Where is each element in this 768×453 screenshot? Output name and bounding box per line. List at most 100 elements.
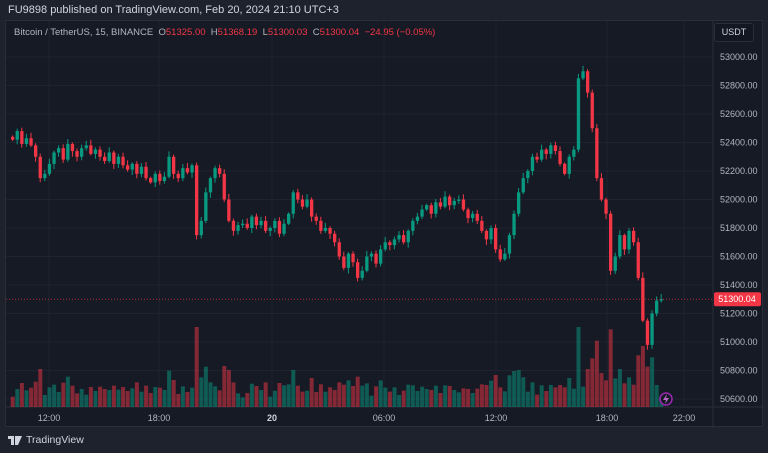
x-tick-label: 20 bbox=[267, 413, 277, 423]
candle-body bbox=[24, 138, 29, 144]
volume-bar bbox=[369, 395, 374, 407]
candle-body bbox=[498, 249, 502, 260]
volume-bar bbox=[613, 378, 618, 407]
volume-bar bbox=[447, 386, 452, 407]
candle-body bbox=[448, 196, 452, 206]
volume-bar bbox=[429, 390, 434, 407]
volume-bar bbox=[562, 387, 567, 407]
volume-bar bbox=[328, 387, 333, 407]
volume-bar bbox=[512, 371, 517, 407]
y-tick-label: 51000.00 bbox=[720, 337, 758, 347]
volume-bar bbox=[576, 327, 581, 407]
volume-bar bbox=[323, 391, 328, 407]
volume-bar bbox=[139, 391, 144, 407]
publish-info: FU9898 published on TradingView.com, Feb… bbox=[8, 4, 339, 16]
candle-body bbox=[572, 149, 576, 157]
volume-bar bbox=[493, 375, 498, 407]
candle-body bbox=[282, 223, 286, 234]
symbol-legend: Bitcoin / TetherUS, 15, BINANCE O51325.0… bbox=[14, 27, 435, 38]
volume-bar bbox=[553, 387, 558, 407]
volume-bar bbox=[378, 380, 383, 407]
volume-bar bbox=[475, 388, 480, 407]
volume-bar bbox=[337, 382, 342, 407]
volume-bar bbox=[272, 390, 277, 407]
candle-body bbox=[93, 149, 98, 154]
volume-bar bbox=[148, 393, 153, 407]
candle-body bbox=[38, 156, 42, 179]
volume-bar bbox=[401, 390, 406, 407]
candle-body bbox=[411, 220, 415, 231]
candle-body bbox=[434, 202, 438, 214]
volume-bar bbox=[116, 389, 121, 407]
candle-body bbox=[452, 200, 456, 206]
y-tick-label: 52400.00 bbox=[720, 138, 758, 148]
candle-body bbox=[218, 168, 222, 174]
volume-bar bbox=[203, 366, 208, 407]
currency-button[interactable]: USDT bbox=[714, 23, 754, 42]
volume-bar bbox=[456, 392, 461, 407]
volume-bar bbox=[111, 385, 116, 407]
candle-body bbox=[300, 199, 305, 207]
lightning-icon bbox=[663, 394, 669, 404]
candle-body bbox=[34, 145, 38, 157]
volume-bar bbox=[153, 387, 158, 407]
candle-body bbox=[11, 136, 15, 140]
candle-body bbox=[420, 209, 424, 217]
candle-body bbox=[337, 242, 341, 257]
candle-body bbox=[287, 213, 291, 224]
candle-body bbox=[98, 149, 102, 157]
volume-bar bbox=[167, 370, 172, 407]
y-tick-label: 50600.00 bbox=[720, 394, 758, 404]
candle-body bbox=[480, 220, 484, 231]
volume-bar bbox=[631, 384, 636, 407]
footer: TradingView bbox=[8, 434, 84, 446]
volume-bar bbox=[594, 340, 599, 407]
high-value: 51368.19 bbox=[217, 27, 258, 38]
candle-body bbox=[245, 223, 249, 228]
volume-bar bbox=[410, 385, 415, 407]
volume-bar bbox=[461, 388, 466, 407]
footer-brand: TradingView bbox=[26, 434, 84, 446]
volume-bar bbox=[98, 386, 103, 407]
candle-body bbox=[650, 313, 654, 345]
volume-bar bbox=[70, 385, 75, 407]
candle-body bbox=[356, 262, 360, 278]
candle-body bbox=[402, 235, 406, 243]
candle-body bbox=[388, 242, 392, 246]
candle-body bbox=[20, 131, 24, 144]
volume-bar bbox=[15, 389, 20, 407]
y-tick-label: 52200.00 bbox=[720, 166, 758, 176]
volume-bar bbox=[640, 346, 645, 407]
volume-bar bbox=[438, 393, 443, 407]
volume-bar bbox=[249, 383, 254, 407]
y-tick-label: 50800.00 bbox=[720, 366, 758, 376]
candle-body bbox=[296, 192, 300, 200]
volume-bar bbox=[567, 378, 572, 407]
candle-body bbox=[47, 163, 52, 174]
volume-bar bbox=[277, 383, 282, 407]
volume-bar bbox=[65, 376, 70, 407]
volume-bar bbox=[295, 385, 300, 407]
volume-bar bbox=[231, 382, 236, 407]
volume-bar bbox=[470, 393, 475, 407]
volume-bar bbox=[351, 386, 356, 407]
candle-body bbox=[655, 300, 659, 314]
candle-body bbox=[176, 173, 180, 179]
volume-bar bbox=[56, 392, 61, 407]
candle-body bbox=[139, 166, 144, 174]
volume-bar bbox=[259, 390, 264, 407]
volume-bar bbox=[530, 382, 535, 407]
candle-body bbox=[195, 165, 199, 236]
volume-bar bbox=[544, 391, 549, 407]
price-chart[interactable]: 53000.00 52800.00 52600.00 52400.00 52200.00… bbox=[5, 20, 764, 428]
candle-body bbox=[15, 131, 19, 140]
candle-body bbox=[227, 199, 231, 221]
volume-bar bbox=[443, 385, 448, 407]
volume-bar bbox=[19, 383, 24, 407]
candle-body bbox=[208, 178, 213, 193]
y-tick-label: 53000.00 bbox=[720, 52, 758, 62]
candle-body bbox=[204, 192, 208, 221]
chart-canvas[interactable]: 53000.00 52800.00 52600.00 52400.00 52200.00… bbox=[6, 21, 764, 428]
candle-body bbox=[89, 145, 93, 154]
volume-bar bbox=[590, 358, 595, 407]
